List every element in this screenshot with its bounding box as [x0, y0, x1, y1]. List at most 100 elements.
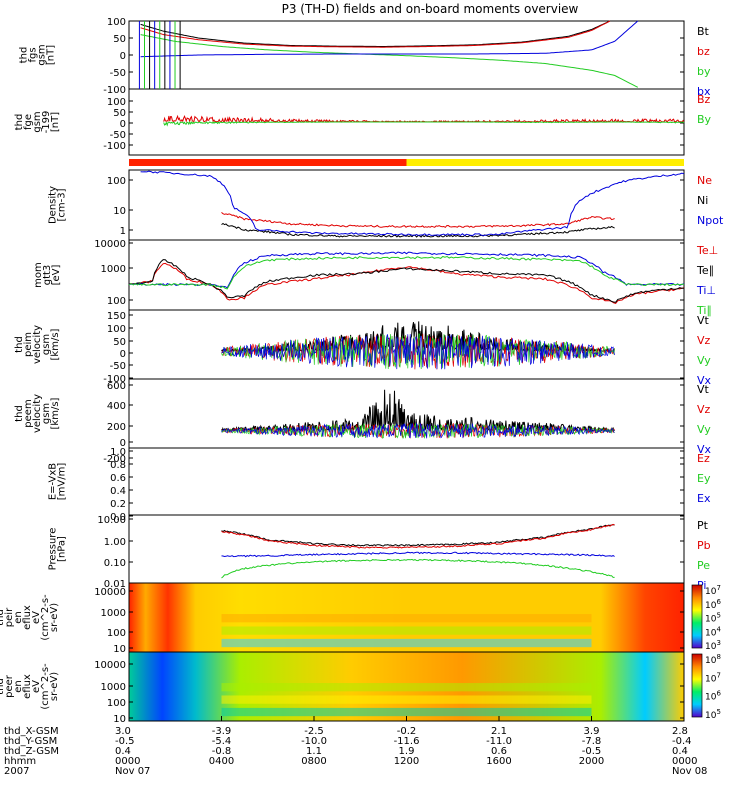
y-tick-label: -50: [110, 68, 126, 79]
colorbar-tick-exponent: 7: [716, 671, 720, 679]
y-tick-label: 0: [120, 349, 126, 360]
colorbar-tick-exponent: 5: [716, 612, 720, 620]
peem_velocity-frame: [128, 378, 685, 449]
xaxis-value: 0000: [672, 756, 697, 767]
status-bar-segment: [406, 159, 684, 166]
legend-Te∥: Te∥: [696, 264, 714, 277]
ylabel-line: -199: [41, 111, 52, 134]
peim_velocity-panel: [128, 309, 685, 380]
y-tick-label: -100: [103, 141, 126, 152]
temperature-frame: [128, 239, 685, 311]
peer_spectrogram-band: [221, 683, 592, 692]
y-tick-label: 100: [107, 176, 126, 187]
peim_velocity-series-Vy: [221, 333, 615, 370]
pressure-frame: [128, 514, 685, 584]
ylabel-line: (cm^2-s-: [40, 663, 51, 710]
legend-bx: bx: [697, 85, 711, 98]
y-tick-label: 0: [120, 51, 126, 62]
ylabel-line: gsm: [37, 44, 48, 65]
peim_velocity-ylabel: thdpeimvelocitygsm[km/s]: [14, 325, 61, 364]
y-tick-label: 1.0: [110, 447, 126, 458]
temperature-series-Te⊥: [128, 262, 685, 304]
ylabel-line: E=-VxB: [48, 463, 59, 500]
y-tick-label: 100: [107, 628, 126, 639]
efield-panel: [128, 447, 685, 517]
ylabel-line: eV: [31, 680, 42, 693]
temperature-panel: [128, 239, 685, 311]
legend-Pt: Pt: [697, 519, 709, 532]
ylabel-line: thd: [19, 47, 30, 64]
xaxis-value: 0.6: [491, 746, 507, 757]
legend-Vz: Vz: [697, 334, 711, 347]
y-tick-label: 10: [113, 714, 126, 725]
fgs-panel: [128, 20, 685, 90]
ylabel-line: peem: [23, 399, 34, 427]
peem_velocity-ylabel: thdpeemvelocitygsm[km/s]: [14, 394, 61, 433]
xaxis-value: -0.4: [672, 736, 692, 747]
ylabel-line: eV: [31, 611, 42, 624]
ylabel-line: sr-eV): [49, 603, 60, 632]
colorbar-tick-label: 105: [705, 708, 721, 721]
colorbar-tick-label: 107: [705, 584, 721, 597]
y-tick-label: 0.6: [110, 473, 126, 484]
peir_spectrogram-band: [221, 614, 592, 623]
y-tick-label: 10: [113, 644, 126, 655]
legend-Te⊥: Te⊥: [696, 244, 718, 257]
ylabel-line: en: [13, 611, 24, 624]
fge-panel: [128, 88, 685, 156]
density-panel: [128, 169, 685, 241]
temperature-series-Ti∥: [128, 255, 684, 290]
y-tick-label: -50: [110, 130, 126, 141]
ylabel-line: [cm-3]: [57, 188, 68, 221]
xaxis-value: Nov 08: [672, 766, 707, 777]
legend-Vx: Vx: [697, 374, 712, 387]
peir_spectrogram-band: [221, 626, 592, 635]
colorbar-tick-label: 107: [705, 671, 721, 684]
xaxis-value: 0.4: [115, 746, 131, 757]
y-tick-label: 50: [113, 337, 126, 348]
legend-bz: bz: [697, 45, 710, 58]
legend-Ex: Ex: [697, 492, 711, 505]
ylabel-line: [km/s]: [50, 397, 61, 429]
xaxis-value: 0.4: [672, 746, 688, 757]
legend-Ti∥: Ti∥: [696, 304, 712, 317]
y-tick-label: 200: [107, 422, 126, 433]
xaxis-value: -5.4: [212, 736, 232, 747]
efield-ylabel: E=-VxB[mV/m]: [48, 463, 68, 501]
xaxis-value: -3.9: [212, 726, 232, 737]
peer_spectrogram-colorbar: [691, 653, 703, 718]
legend-Bz: Bz: [697, 93, 711, 106]
fge-series-By: [163, 121, 685, 127]
peir_spectrogram-colorbar: [691, 584, 703, 649]
temperature-series-Te∥: [129, 259, 685, 303]
y-tick-label: 1.00: [104, 537, 126, 548]
ylabel-line: eflux: [22, 605, 33, 630]
y-tick-label: 100: [107, 17, 126, 28]
y-tick-label: 0.4: [110, 486, 126, 497]
legend-by: by: [697, 65, 711, 78]
y-tick-label: 0.2: [110, 499, 126, 510]
y-tick-label: -200: [103, 454, 126, 465]
ylabel-line: [eV]: [51, 265, 62, 286]
legend-Ne: Ne: [697, 174, 712, 187]
ylabel-line: peer: [4, 674, 15, 698]
ylabel-line: fgs: [28, 47, 39, 62]
colorbar-tick-label: 104: [705, 625, 721, 638]
y-tick-label: 10000: [94, 239, 126, 250]
ylabel-line: velocity: [32, 394, 43, 433]
xaxis-value: 2.8: [672, 726, 688, 737]
temperature-ylabel: momgtt3[eV]: [33, 262, 62, 288]
ylabel-line: [mV/m]: [57, 463, 68, 501]
ylabel-line: (cm^2-s-: [40, 594, 51, 641]
density-series-Npot: [140, 170, 685, 237]
legend-Ni: Ni: [697, 194, 708, 207]
pressure-panel: [128, 514, 685, 584]
ylabel-line: [nT]: [50, 112, 61, 132]
ylabel-line: thd: [0, 609, 6, 626]
peir_spectrogram-panel: [128, 582, 703, 653]
y-tick-label: 10000: [94, 587, 126, 598]
y-tick-label: -50: [110, 361, 126, 372]
xaxis-row-label: thd_X-GSM: [4, 726, 59, 737]
ylabel-line: thd: [0, 678, 6, 695]
xaxis-value: -11.0: [486, 736, 512, 747]
